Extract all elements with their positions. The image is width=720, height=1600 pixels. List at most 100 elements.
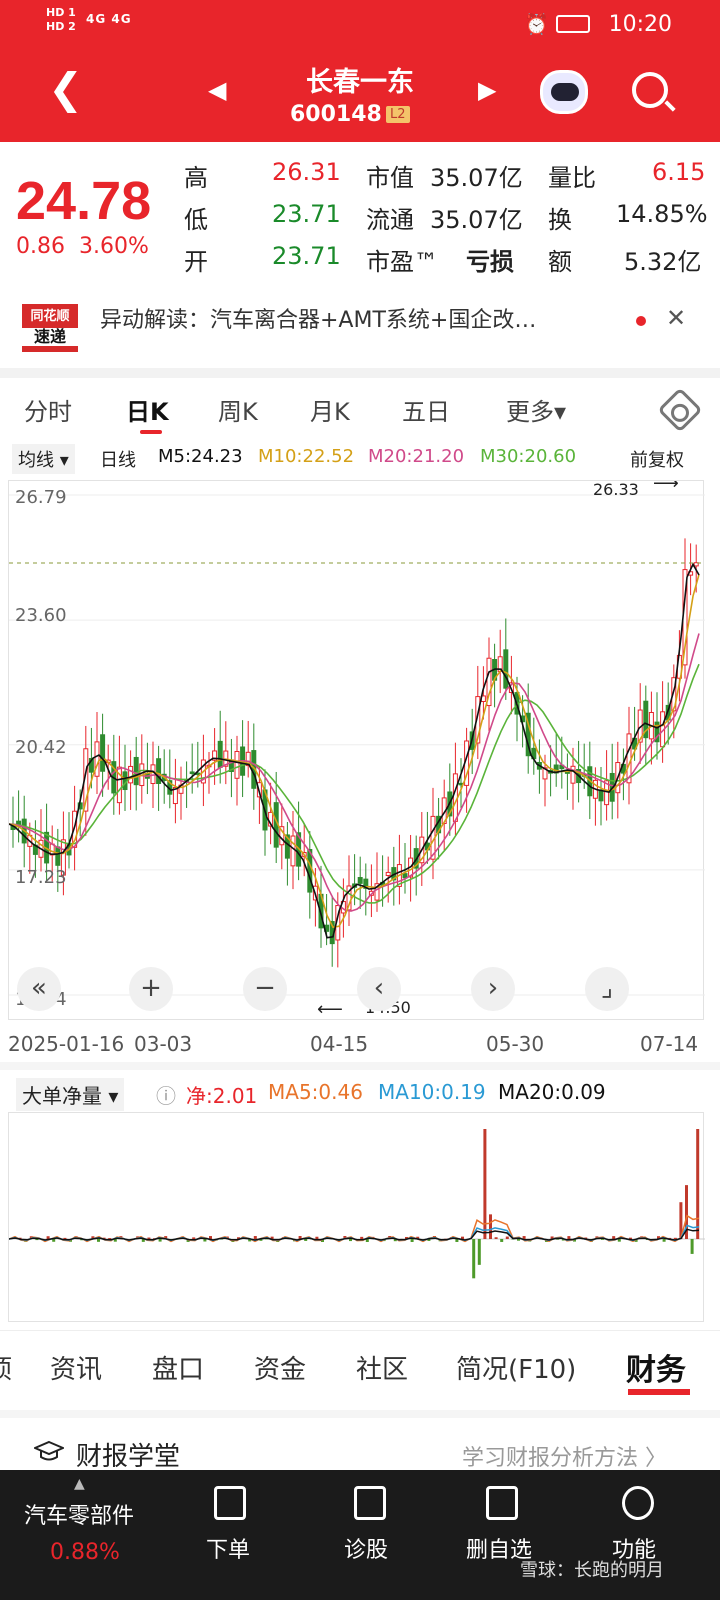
value-pe: 亏损 xyxy=(466,248,514,276)
functions-label: 功能 xyxy=(612,1538,657,1563)
flow-bar xyxy=(556,1239,560,1240)
flow-bar xyxy=(455,1239,459,1242)
flow-bar xyxy=(164,1236,168,1239)
tab-more[interactable]: 更多▾ xyxy=(506,398,567,426)
candle-body xyxy=(654,721,660,743)
tab-community[interactable]: 社区 xyxy=(356,1355,409,1385)
candle-body xyxy=(88,758,94,773)
candle-body xyxy=(307,849,313,893)
low-arrow: ⟵ xyxy=(317,999,343,1020)
flow-bar xyxy=(550,1236,554,1239)
news-text[interactable]: 异动解读：汽车离合器+AMT系统+国企改… xyxy=(100,308,537,333)
order-button[interactable]: 下单 xyxy=(190,1470,270,1600)
label-low: 低 xyxy=(184,206,208,234)
flow-bar xyxy=(489,1214,492,1239)
kline-chart[interactable]: 26.79 23.60 20.42 17.23 14.04 26.33 ⟶ 14… xyxy=(8,473,705,1020)
diagnose-button[interactable]: 诊股 xyxy=(330,1470,410,1600)
flow-bar xyxy=(304,1239,308,1241)
adjust-mode[interactable]: 前复权 xyxy=(630,450,684,471)
candle-body xyxy=(542,767,548,780)
flow-ma5: MA5:0.46 xyxy=(268,1080,363,1104)
tab-f10[interactable]: 简况(F10) xyxy=(456,1355,577,1385)
candle-body xyxy=(525,712,531,757)
candle-body xyxy=(156,758,162,784)
flow-bar xyxy=(522,1236,526,1239)
rewind-button[interactable]: « xyxy=(17,967,61,1011)
ma5-value: M5:24.23 xyxy=(158,446,243,467)
l2-badge[interactable]: L2 xyxy=(386,106,410,123)
flow-bar xyxy=(629,1237,632,1239)
flow-bar xyxy=(517,1239,520,1241)
flow-bar xyxy=(108,1238,112,1239)
flow-bar xyxy=(634,1239,638,1242)
sector-button[interactable]: ▲ 汽车零部件 0.88% xyxy=(0,1470,170,1600)
tab-order-book[interactable]: 盘口 xyxy=(152,1355,205,1385)
value-mktcap: 35.07亿 xyxy=(430,164,523,192)
tab-finance[interactable]: 财务 xyxy=(626,1353,686,1388)
close-icon[interactable]: ✕ xyxy=(666,304,687,332)
flow-bar xyxy=(472,1239,476,1279)
date-tick: 04-15 xyxy=(310,1032,369,1056)
flow-ma20-line xyxy=(8,1228,700,1241)
sector-change: 0.88% xyxy=(50,1540,120,1565)
fullscreen-button[interactable]: ⌟ xyxy=(585,967,629,1011)
hd-indicator: HD 1 HD 2 xyxy=(46,6,76,33)
flow-bar xyxy=(617,1239,621,1242)
flow-bar xyxy=(147,1237,151,1239)
tab-news[interactable]: 资讯 xyxy=(50,1355,103,1385)
scroll-left-button[interactable]: ‹ xyxy=(357,967,401,1011)
candle-body xyxy=(100,734,106,772)
price-change: 0.86 3.60% xyxy=(16,234,149,259)
robot-assistant-icon[interactable] xyxy=(540,70,588,114)
flow-bar xyxy=(315,1236,319,1239)
ma10-value: M10:22.52 xyxy=(258,446,355,467)
finance-school[interactable]: 财报学堂 学习财报分析方法 〉 xyxy=(0,1410,720,1472)
school-link[interactable]: 学习财报分析方法 〉 xyxy=(462,1446,667,1471)
tab-daily-k[interactable]: 日K xyxy=(126,398,169,426)
candle-body xyxy=(385,871,391,876)
flow-bar xyxy=(298,1236,302,1239)
flow-bar xyxy=(141,1239,145,1242)
stock-name: 长春一东 xyxy=(306,67,414,98)
help-icon[interactable]: ⓘ xyxy=(156,1084,176,1108)
candle-body xyxy=(172,787,178,805)
flow-chart[interactable] xyxy=(8,1112,705,1322)
flow-bar xyxy=(80,1239,84,1241)
search-icon[interactable] xyxy=(632,72,668,108)
indicator-dropdown[interactable]: 均线 ▾ xyxy=(12,444,75,474)
flow-indicator-dropdown[interactable]: 大单净量 ▾ xyxy=(16,1078,125,1111)
stock-code: 600148 xyxy=(290,102,382,127)
settings-icon[interactable] xyxy=(657,387,703,433)
zoom-in-button[interactable]: + xyxy=(129,967,173,1011)
divider xyxy=(0,1062,720,1070)
candle-body xyxy=(402,873,408,879)
flow-bar xyxy=(360,1236,364,1239)
tab-monthly-k[interactable]: 月K xyxy=(310,398,350,426)
tab-capital[interactable]: 资金 xyxy=(254,1355,307,1385)
tab-intraday[interactable]: 分时 xyxy=(24,398,72,426)
flow-svg xyxy=(8,1129,705,1279)
date-tick: 2025-01-16 xyxy=(8,1032,125,1056)
zoom-out-button[interactable]: − xyxy=(243,967,287,1011)
prev-stock-icon[interactable]: ◀ xyxy=(208,76,227,104)
news-banner[interactable]: 同花顺 速递 异动解读：汽车离合器+AMT系统+国企改… ✕ xyxy=(0,290,720,368)
flow-bar xyxy=(46,1236,50,1239)
flow-bar xyxy=(220,1239,224,1240)
next-stock-icon[interactable]: ▶ xyxy=(478,76,497,104)
clock: 10:20 xyxy=(608,12,672,37)
tab-partial[interactable]: 顷 xyxy=(0,1349,12,1386)
tab-five-day[interactable]: 五日 xyxy=(402,398,450,426)
candle-body xyxy=(245,751,251,767)
back-icon[interactable]: ❮ xyxy=(48,64,84,113)
flow-bar xyxy=(343,1236,347,1239)
flow-bar xyxy=(696,1129,700,1239)
flow-bar xyxy=(209,1236,212,1239)
remove-watchlist-button[interactable]: 删自选 xyxy=(460,1470,550,1600)
candle-body xyxy=(570,765,576,784)
label-volratio: 量比 xyxy=(548,164,596,192)
tab-weekly-k[interactable]: 周K xyxy=(218,398,258,426)
flow-bar xyxy=(662,1239,666,1242)
scroll-right-button[interactable]: › xyxy=(471,967,515,1011)
functions-button[interactable]: 功能 xyxy=(600,1470,680,1600)
school-title: 财报学堂 xyxy=(76,1442,181,1472)
